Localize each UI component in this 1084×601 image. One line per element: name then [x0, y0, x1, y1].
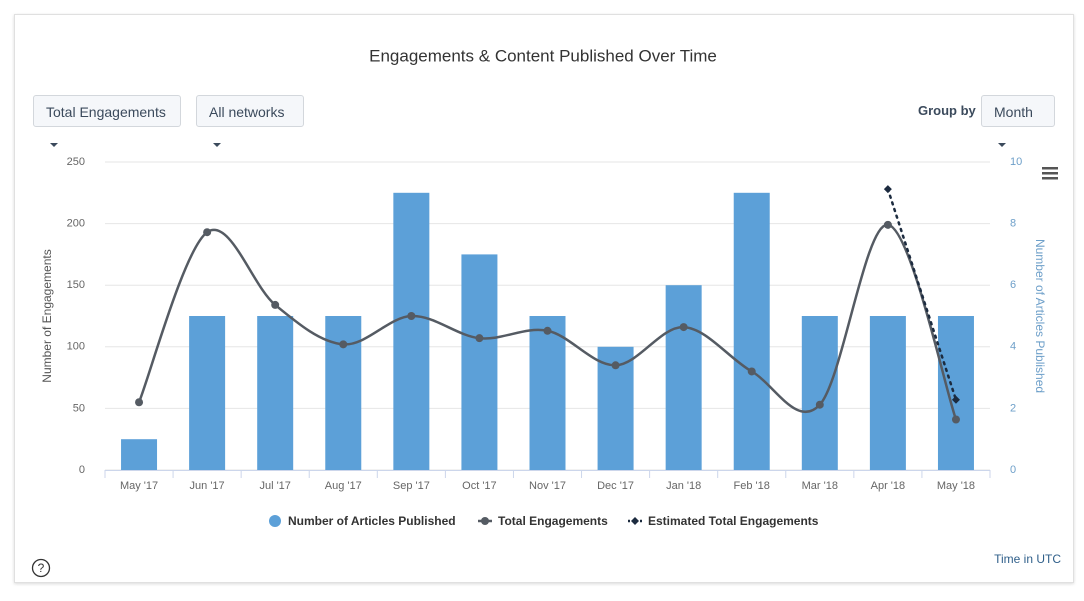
chart-title: Engagements & Content Published Over Tim… [369, 46, 717, 65]
legend-swatch [269, 515, 281, 527]
legend-label: Estimated Total Engagements [648, 514, 819, 528]
y2-tick-label: 2 [1010, 402, 1016, 414]
legend-item[interactable]: Estimated Total Engagements [628, 514, 819, 528]
y-tick-label: 50 [73, 402, 85, 414]
legend-label: Number of Articles Published [288, 514, 456, 528]
y2-axis-label: Number of Articles Published [1033, 239, 1047, 393]
y-tick-label: 250 [67, 156, 85, 168]
x-tick-label: Jun '17 [190, 480, 225, 492]
y-tick-label: 100 [67, 341, 85, 353]
y-tick-label: 0 [79, 464, 85, 476]
legend-marker [631, 517, 639, 525]
help-circle [31, 558, 51, 578]
bar [461, 254, 498, 470]
menu-bar [1042, 167, 1058, 170]
marker [339, 340, 348, 349]
help-icon[interactable]: ? [31, 558, 51, 578]
marker [951, 415, 960, 424]
marker [815, 400, 824, 409]
bar [869, 316, 906, 470]
bar [257, 316, 294, 470]
bar [325, 316, 362, 470]
x-tick-label: Apr '18 [871, 480, 906, 492]
footer: Time in UTC [994, 552, 1061, 566]
group-dropdown[interactable]: Month [981, 95, 1055, 148]
x-tick-label: May '18 [937, 480, 975, 492]
legend-marker [481, 517, 489, 525]
legend-item[interactable]: Total Engagements [478, 514, 608, 528]
bar [733, 192, 770, 471]
caret [50, 143, 58, 148]
menu-bar [1042, 172, 1058, 175]
line [886, 187, 958, 402]
menu-bar [1042, 177, 1058, 180]
marker [611, 361, 620, 370]
help-mark: ? [38, 561, 45, 575]
bar [801, 316, 838, 470]
menu-icon[interactable] [1042, 167, 1058, 180]
x-tick-label: Jul '17 [259, 480, 290, 492]
y2-tick-label: 6 [1010, 279, 1016, 291]
y2-tick-label: 8 [1010, 218, 1016, 230]
legend-item[interactable]: Number of Articles Published [269, 514, 456, 528]
legend-label: Total Engagements [498, 514, 608, 528]
marker [679, 323, 688, 332]
marker [883, 185, 892, 194]
marker [951, 395, 960, 404]
caret [998, 143, 1006, 148]
bar [937, 316, 974, 470]
bar [121, 439, 158, 470]
x-tick-label: Dec '17 [597, 480, 634, 492]
network-text: All networks [209, 104, 285, 120]
marker [475, 334, 484, 343]
line [137, 223, 958, 421]
x-tick-label: May '17 [120, 480, 158, 492]
bar [529, 316, 566, 470]
y-axis-label: Number of Engagements [40, 249, 54, 382]
card [14, 14, 1074, 583]
x-tick-label: Jan '18 [666, 480, 701, 492]
bar [393, 192, 430, 471]
bar [665, 285, 702, 470]
caret [213, 143, 221, 148]
x-tick-label: Oct '17 [462, 480, 497, 492]
marker [271, 300, 280, 309]
metric-text: Total Engagements [46, 104, 166, 120]
bar [189, 316, 226, 470]
x-tick-label: Mar '18 [802, 480, 838, 492]
marker [543, 326, 552, 335]
y2-tick-label: 0 [1010, 464, 1016, 476]
metric-dropdown[interactable]: Total Engagements [33, 95, 181, 148]
marker [203, 228, 212, 237]
x-tick-label: Aug '17 [325, 480, 362, 492]
group-text: Month [994, 104, 1033, 120]
y-tick-label: 150 [67, 279, 85, 291]
marker [407, 312, 416, 320]
x-tick-label: Sep '17 [393, 480, 430, 492]
x-tick-label: Feb '18 [734, 480, 770, 492]
y2-tick-label: 10 [1010, 156, 1022, 168]
y2-tick-label: 4 [1010, 341, 1016, 353]
marker [883, 220, 892, 229]
marker [747, 367, 756, 376]
y-tick-label: 200 [67, 218, 85, 230]
network-dropdown[interactable]: All networks [196, 95, 304, 148]
group-label: Group by [918, 103, 976, 118]
x-tick-label: Nov '17 [529, 480, 566, 492]
marker [135, 398, 144, 407]
